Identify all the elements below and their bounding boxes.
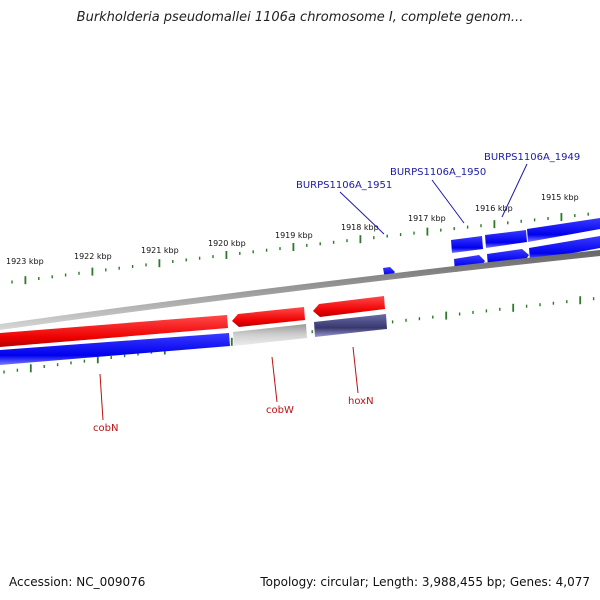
feature-BURPS1106A_1949-a[interactable] [485, 230, 527, 248]
scale-labels: 1923 kbp 1922 kbp 1921 kbp 1920 kbp 1919… [6, 193, 579, 266]
gene-label-BURPS1106A_1951[interactable]: BURPS1106A_1951 [296, 180, 392, 191]
scale-label-1920: 1920 kbp [208, 239, 246, 248]
feature-cobW-forward[interactable] [232, 307, 305, 327]
scale-label-1915: 1915 kbp [541, 193, 579, 202]
leader-BURPS1106A_1951 [339, 191, 385, 235]
feature-outer-blue-right-1[interactable] [527, 218, 600, 242]
gene-label-cobN[interactable]: cobN [93, 423, 118, 434]
scale-label-1919: 1919 kbp [275, 231, 313, 240]
gene-label-BURPS1106A_1950[interactable]: BURPS1106A_1950 [390, 167, 486, 178]
top-label-leaders [339, 163, 528, 235]
top-gene-labels: BURPS1106A_1951 BURPS1106A_1950 BURPS110… [296, 152, 580, 191]
scale-label-1921: 1921 kbp [141, 246, 179, 255]
feature-hoxN-forward[interactable] [313, 296, 385, 317]
accession-text: Accession: NC_009076 [9, 575, 146, 589]
leader-cobW [271, 356, 278, 403]
feature-hoxN-other[interactable] [314, 314, 387, 337]
leader-BURPS1106A_1950 [431, 179, 465, 224]
genome-backbone [0, 250, 600, 330]
scale-ticks-outer [11, 212, 589, 285]
genome-summary-text: Topology: circular; Length: 3,988,455 bp… [260, 575, 590, 589]
map-title: Burkholderia pseudomallei 1106a chromoso… [76, 10, 524, 25]
leader-hoxN [352, 346, 359, 394]
feature-BURPS1106A_1950-a[interactable] [451, 236, 483, 253]
gene-label-cobW[interactable]: cobW [266, 405, 294, 416]
bottom-label-leaders [99, 346, 359, 421]
gene-label-BURPS1106A_1949[interactable]: BURPS1106A_1949 [484, 152, 580, 163]
feature-cobW-gray[interactable] [233, 324, 307, 346]
scale-label-1922: 1922 kbp [74, 252, 112, 261]
bottom-gene-labels: cobN cobW hoxN [93, 396, 374, 434]
feature-cobN-forward[interactable] [0, 315, 228, 347]
inner-track-features [0, 296, 387, 365]
leader-BURPS1106A_1949 [501, 163, 528, 218]
leader-cobN [99, 373, 104, 421]
gene-label-hoxN[interactable]: hoxN [348, 396, 374, 407]
feature-outer-blue-right-2[interactable] [529, 236, 600, 261]
feature-cobN-reverse[interactable] [0, 333, 230, 365]
scale-label-1918: 1918 kbp [341, 223, 379, 232]
outer-track-features [383, 218, 600, 279]
scale-label-1917: 1917 kbp [408, 214, 446, 223]
scale-label-1916: 1916 kbp [475, 204, 513, 213]
scale-label-1923: 1923 kbp [6, 257, 44, 266]
